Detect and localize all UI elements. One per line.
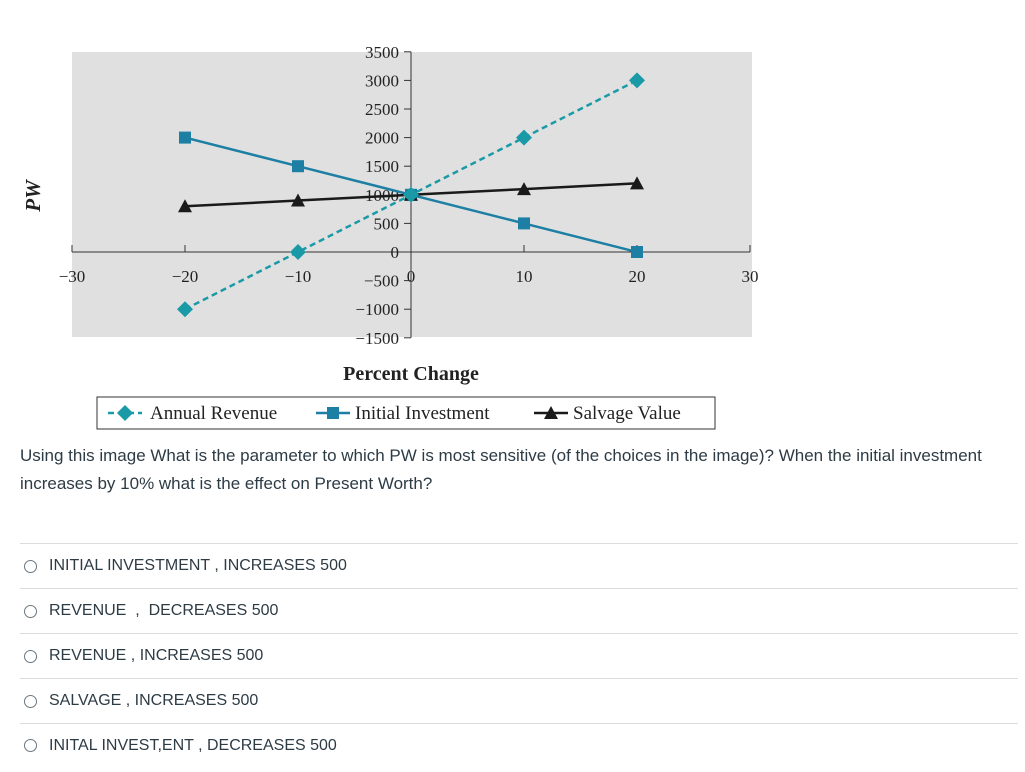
y-tick-label: 0 xyxy=(391,243,400,262)
x-tick-label: 10 xyxy=(516,267,533,286)
legend-item: Salvage Value xyxy=(534,403,681,424)
data-point-initial-investment xyxy=(292,160,304,173)
data-point-initial-investment xyxy=(518,217,530,230)
x-axis-title: Percent Change xyxy=(343,363,479,385)
x-tick-label: −30 xyxy=(59,267,86,286)
y-tick-label: −1500 xyxy=(355,329,399,348)
y-tick-label: −1000 xyxy=(355,300,399,319)
legend-box xyxy=(96,396,716,430)
choice-label: REVENUE , DECREASES 500 xyxy=(49,602,279,619)
y-tick-label: 3000 xyxy=(365,71,399,90)
choice-label: INITIAL INVESTMENT , INCREASES 500 xyxy=(49,557,347,574)
legend-marker-triangle-icon xyxy=(544,406,558,419)
choice-option-5[interactable]: INITAL INVEST,ENT , DECREASES 500 xyxy=(20,723,1018,768)
data-point-annual-revenue xyxy=(516,129,532,146)
data-point-annual-revenue xyxy=(290,244,306,260)
choice-label: INITAL INVEST,ENT , DECREASES 500 xyxy=(49,736,337,754)
data-point-salvage-value xyxy=(517,182,531,196)
data-point-initial-investment xyxy=(631,246,643,258)
y-tick-label: −500 xyxy=(364,272,399,291)
data-point-initial-investment xyxy=(179,131,191,144)
choice-option-1[interactable]: INITIAL INVESTMENT , INCREASES 500 xyxy=(20,543,1018,588)
choice-label: REVENUE , INCREASES 500 xyxy=(49,647,264,664)
chart-legend: Annual Revenue Initial Investment Salvage … xyxy=(96,396,716,430)
x-tick-label: −20 xyxy=(172,267,199,286)
legend-marker-square-icon xyxy=(327,407,339,419)
data-point-salvage-value xyxy=(178,199,192,213)
y-tick-label: 1500 xyxy=(365,157,399,176)
question-text: Using this image What is the parameter t… xyxy=(20,446,982,493)
radio-button-icon[interactable] xyxy=(24,559,37,573)
sensitivity-chart: −30 −20 −10 10 20 30 0 −1500 −1000 −500 0 500 1000 15… xyxy=(21,43,759,430)
y-tick-label: 2000 xyxy=(365,129,399,148)
x-tick-label: 20 xyxy=(629,267,646,286)
y-tick-label: 500 xyxy=(374,214,400,233)
radio-button-icon[interactable] xyxy=(24,694,37,708)
legend-label: Initial Investment xyxy=(355,403,490,424)
x-tick-label: −10 xyxy=(285,267,312,286)
data-point-salvage-value xyxy=(630,176,644,190)
chart-svg: −30 −20 −10 10 20 300−1500−1000−5000500100015… xyxy=(21,43,759,430)
choice-option-4[interactable]: SALVAGE , INCREASES 500 xyxy=(20,678,1018,723)
radio-button-icon[interactable] xyxy=(24,649,37,663)
legend-marker-diamond-icon xyxy=(117,405,133,421)
y-axis-title: PW xyxy=(21,179,45,213)
y-tick-label: 3500 xyxy=(365,43,399,62)
choice-option-3[interactable]: REVENUE , INCREASES 500 xyxy=(20,633,1018,678)
x-tick-label: 30 xyxy=(742,267,759,286)
legend-item: Initial Investment xyxy=(316,403,490,424)
choice-label: SALVAGE , INCREASES 500 xyxy=(49,692,259,709)
radio-button-icon[interactable] xyxy=(24,604,37,618)
choice-option-2[interactable]: REVENUE , DECREASES 500 xyxy=(20,588,1018,633)
data-point-salvage-value xyxy=(291,193,305,207)
legend-label: Salvage Value xyxy=(573,403,681,424)
data-point-annual-revenue xyxy=(177,301,193,318)
radio-button-icon[interactable] xyxy=(24,739,37,752)
y-tick-label: 2500 xyxy=(365,100,399,119)
legend-item: Annual Revenue xyxy=(108,403,277,424)
legend-label: Annual Revenue xyxy=(150,403,277,424)
data-point-annual-revenue xyxy=(403,186,419,203)
answer-choices: INITIAL INVESTMENT , INCREASES 500 REVEN… xyxy=(20,543,1018,768)
data-point-annual-revenue xyxy=(629,72,645,89)
